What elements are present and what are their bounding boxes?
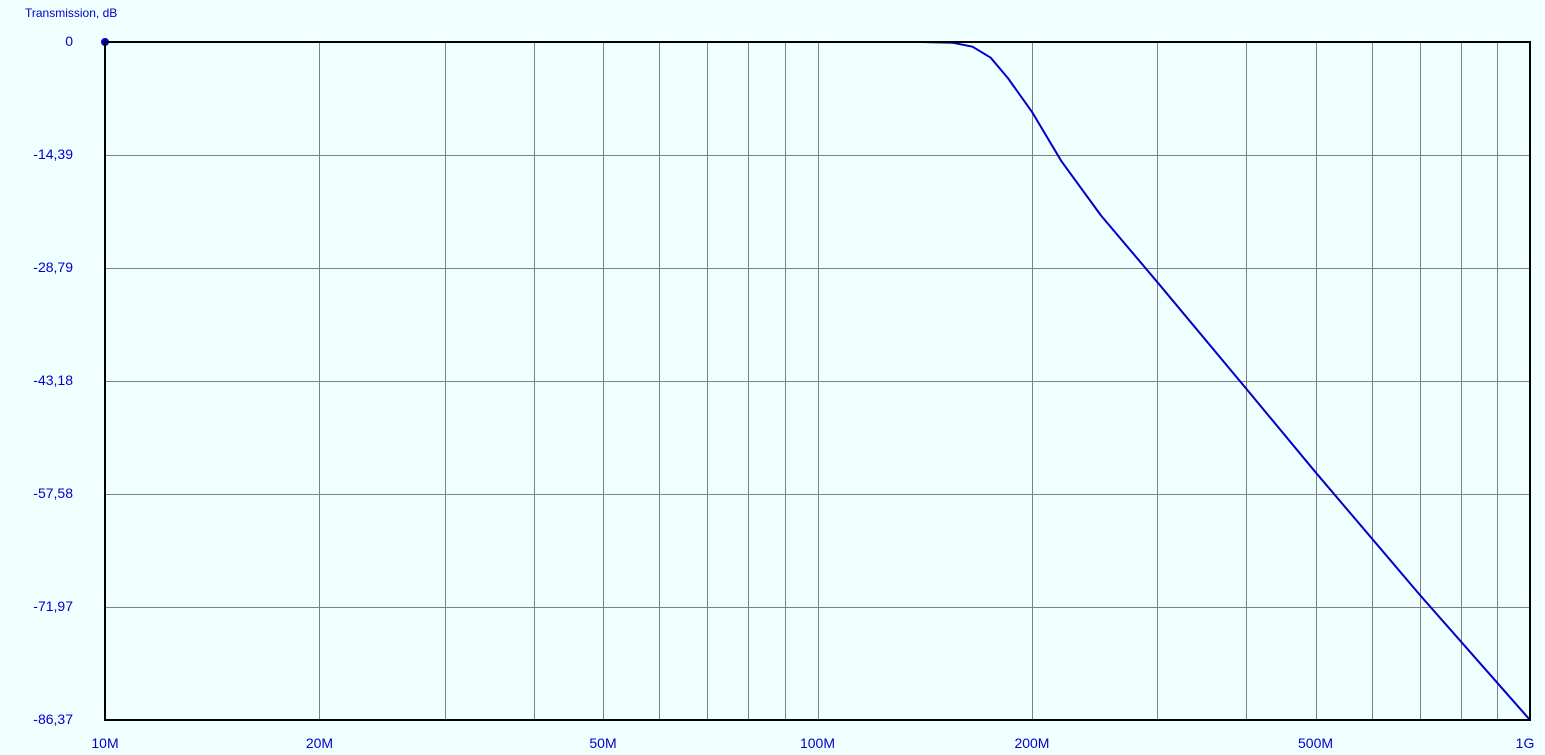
- x-tick-label-4: 200M: [1014, 735, 1049, 751]
- y-tick-label-2: -28,79: [33, 259, 73, 275]
- x-tick-label-2: 50M: [589, 735, 616, 751]
- x-tick-label-0: 10M: [91, 735, 118, 751]
- x-tick-label-3: 100M: [800, 735, 835, 751]
- x-tick-label-1: 20M: [306, 735, 333, 751]
- grid-lines: [105, 42, 1530, 721]
- x-tick-label-5: 500M: [1298, 735, 1333, 751]
- y-tick-label-3: -43,18: [33, 372, 73, 388]
- y-tick-label-4: -57,58: [33, 485, 73, 501]
- plot-border: [104, 41, 1531, 721]
- y-tick-labels: 0 -14,39 -28,79 -43,18 -57,58 -71,97 -86,37: [33, 33, 73, 727]
- x-tick-labels: 10M 20M 50M 100M 200M 500M 1G: [91, 735, 1534, 751]
- x-tick-label-6: 1G: [1516, 735, 1535, 751]
- y-tick-label-5: -71,97: [33, 598, 73, 614]
- series-layer: [101, 38, 1531, 721]
- plot-frame: [104, 41, 1531, 721]
- y-axis-title: Transmission, dB: [25, 6, 117, 20]
- y-tick-label-1: -14,39: [33, 146, 73, 162]
- y-tick-label-0: 0: [65, 33, 73, 49]
- y-tick-label-6: -86,37: [33, 711, 73, 727]
